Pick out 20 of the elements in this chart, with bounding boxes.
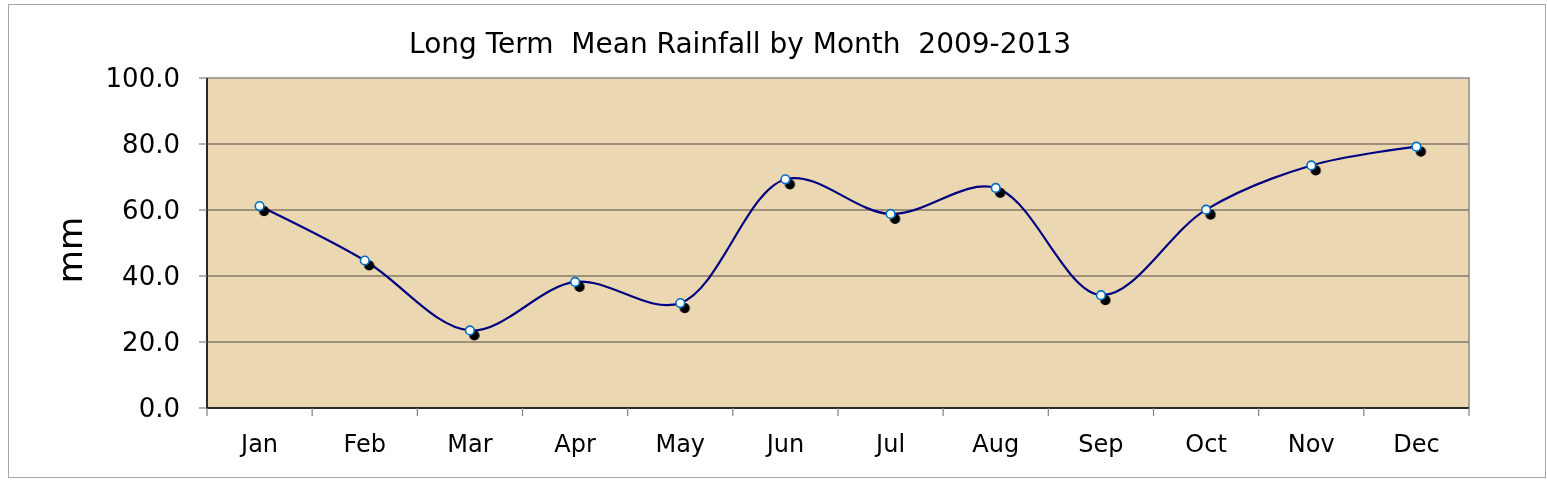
y-tick-label: 100.0 [105, 63, 180, 94]
y-tick-label: 20.0 [122, 327, 180, 358]
x-tick-label: Nov [1287, 430, 1335, 458]
x-tick-label: Mar [447, 430, 493, 458]
y-tick-label: 0.0 [138, 393, 180, 424]
x-tick-label: Dec [1393, 430, 1440, 458]
x-tick-label: Jun [764, 430, 805, 458]
y-tick-label: 40.0 [122, 261, 180, 292]
y-axis-title: mm [50, 216, 90, 284]
x-tick-label: Sep [1078, 430, 1124, 458]
x-tick-label: Feb [343, 430, 386, 458]
x-tick-label: Jul [874, 430, 906, 458]
x-tick-label: May [655, 430, 706, 458]
y-tick-label: 60.0 [122, 195, 180, 226]
chart-title: Long Term Mean Rainfall by Month 2009-2013 [409, 27, 1071, 60]
x-tick-label: Apr [554, 430, 596, 458]
x-tick-label: Jan [239, 430, 279, 458]
x-tick-label: Aug [972, 430, 1020, 458]
x-tick-label: Oct [1185, 430, 1227, 458]
y-tick-label: 80.0 [122, 129, 180, 160]
